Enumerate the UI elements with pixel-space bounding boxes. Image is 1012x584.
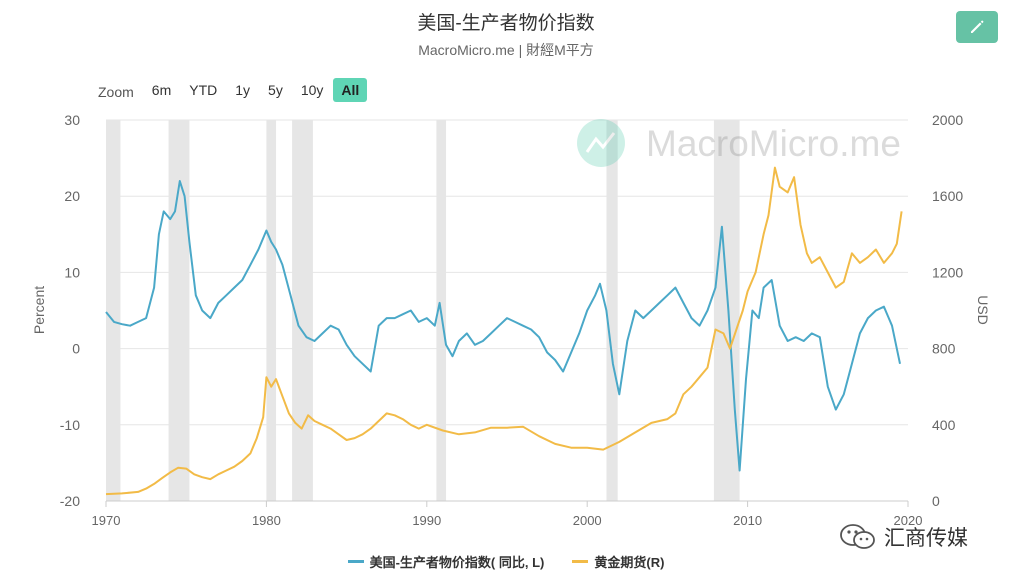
zoom-6m-button[interactable]: 6m (151, 82, 172, 98)
recession-band-0 (106, 120, 121, 501)
edit-button[interactable] (956, 11, 998, 43)
right-tick-label-4: 1600 (932, 188, 963, 204)
zoom-5y-button[interactable]: 5y (268, 82, 283, 98)
legend-label-gold: 黄金期货(R) (594, 555, 665, 570)
series-lines (105, 166, 903, 496)
right-tick-label-0: 0 (932, 493, 940, 509)
x-tick-label-1: 1980 (252, 513, 281, 528)
wechat-icon (840, 524, 875, 549)
watermark-text: MacroMicro.me (646, 123, 901, 164)
chart-title: 美国-生产者物价指数 (417, 13, 595, 34)
axes: -20 -10 0 10 20 30 0 400 800 1200 1600 2000 1970 1980… (60, 112, 964, 528)
legend-item-ppi[interactable]: 美国-生产者物价指数( 同比, L) (347, 552, 545, 571)
recession-band-5 (606, 120, 618, 501)
zoom-ytd-button[interactable]: YTD (189, 82, 218, 98)
zoom-1y-button[interactable]: 1y (235, 82, 251, 98)
legend-item-gold[interactable]: 黄金期货(R) (572, 552, 664, 571)
legend-swatch-gold (572, 560, 589, 563)
recession-band-1 (168, 120, 190, 501)
zoom-label: Zoom (98, 84, 134, 100)
recession-band-3 (292, 120, 313, 501)
legend: 美国-生产者物价指数( 同比, L) 黄金期货(R) (0, 552, 1012, 571)
recession-band-2 (266, 120, 277, 501)
right-axis-label: USD (975, 295, 991, 325)
right-tick-label-5: 2000 (932, 112, 963, 128)
zoom-10y-button[interactable]: 10y (300, 82, 324, 98)
left-tick-label-4: 20 (64, 188, 80, 204)
recession-band-6 (713, 120, 740, 501)
legend-label-ppi: 美国-生产者物价指数( 同比, L) (369, 555, 545, 570)
footer-brand-text: 汇商传媒 (884, 527, 968, 550)
series-line-ppi (105, 180, 901, 472)
recession-bands (106, 120, 740, 501)
x-tick-label-2: 1990 (412, 513, 441, 528)
x-tick-label-5: 2020 (894, 513, 923, 528)
macromicro-logo-icon (577, 119, 625, 167)
pencil-icon (971, 20, 984, 33)
zoom-bar: Zoom 6m YTD 1y 5y 10y All (98, 76, 369, 104)
x-tick-label-4: 2010 (733, 513, 762, 528)
left-tick-label-1: -10 (60, 417, 80, 433)
watermark: MacroMicro.me (577, 119, 901, 167)
right-tick-label-2: 800 (932, 341, 956, 357)
left-tick-label-3: 10 (64, 264, 80, 280)
legend-swatch-ppi (347, 560, 364, 563)
left-tick-label-5: 30 (64, 112, 80, 128)
zoom-all-button[interactable]: All (333, 78, 368, 102)
right-tick-label-3: 1200 (932, 264, 963, 280)
x-tick-label-3: 2000 (573, 513, 602, 528)
footer-brand: 汇商传媒 (838, 522, 968, 552)
right-tick-label-1: 400 (932, 417, 956, 433)
left-tick-label-2: 0 (72, 341, 80, 357)
grid-lines (106, 119, 908, 502)
chart-subtitle: MacroMicro.me | 財經M平方 (418, 42, 594, 58)
left-axis-label: Percent (31, 286, 47, 334)
left-tick-label-0: -20 (60, 493, 80, 509)
series-line-gold (105, 166, 903, 496)
x-tick-label-0: 1970 (92, 513, 121, 528)
